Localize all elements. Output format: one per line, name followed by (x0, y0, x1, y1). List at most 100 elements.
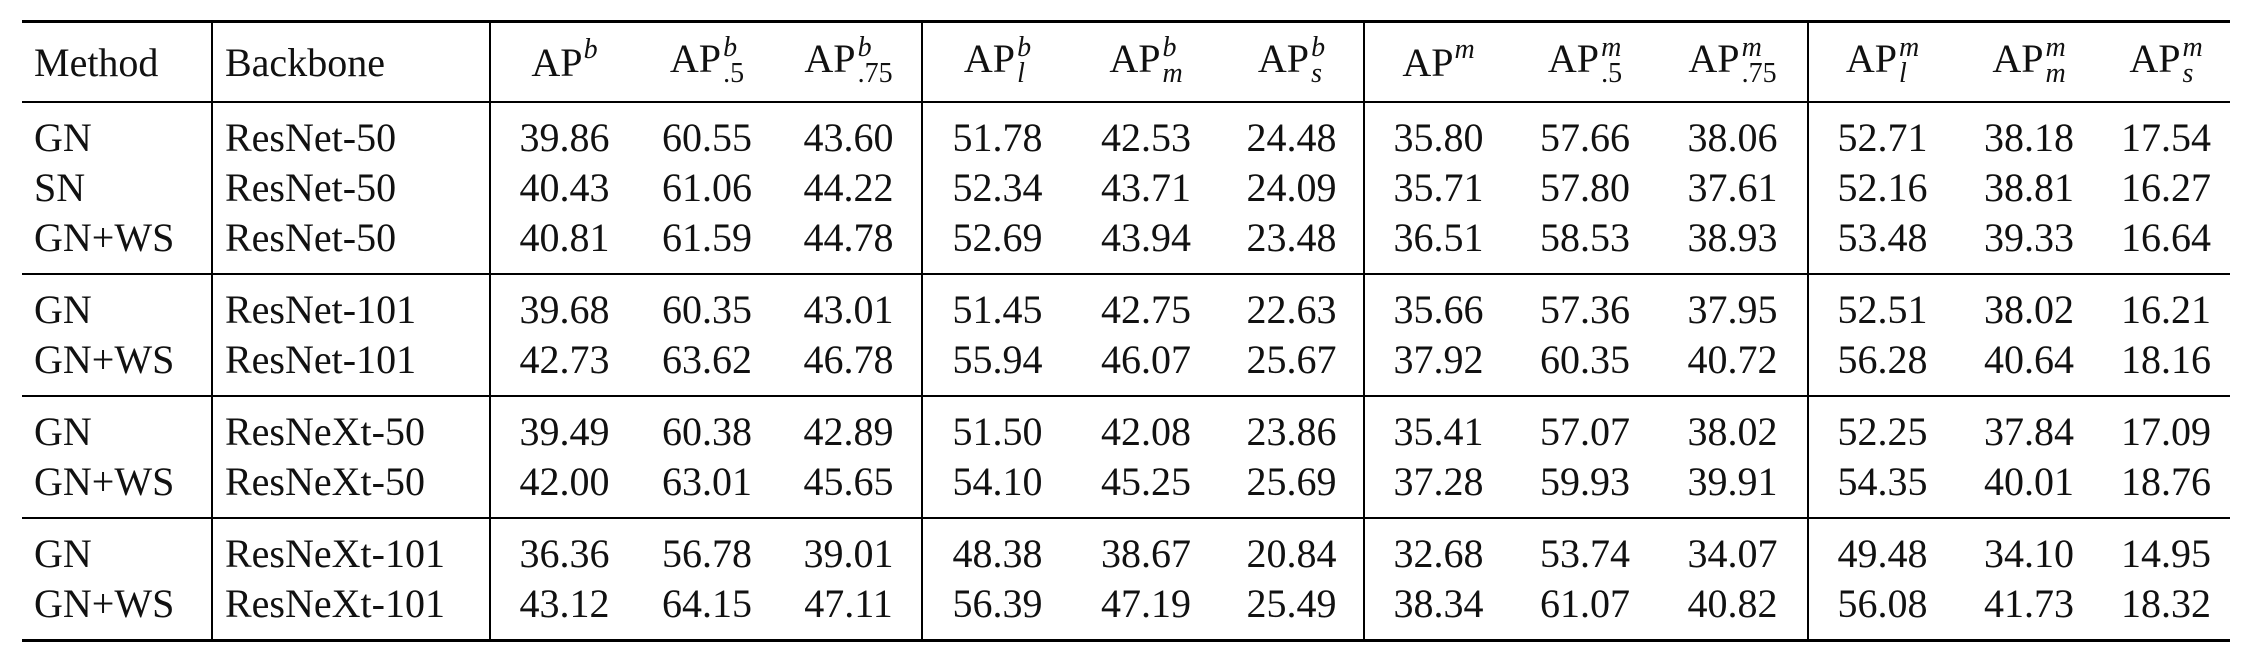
metric-cell-apb75: 44.22 (803, 165, 894, 210)
metric-cell-apmm: 40.64 (1984, 337, 2074, 382)
metric-cell-apmm: 40.01 (1984, 459, 2074, 504)
metric-cell-apm50: 57.36 (1540, 287, 1630, 332)
metric-cell-apb75: 42.89 (803, 409, 894, 454)
metric-cell-apmm: 38.18 (1984, 115, 2074, 160)
column-header-apb75: AP b .75 (776, 20, 922, 103)
metric-cell-apbm: 45.25 (1101, 459, 1191, 504)
ap-symbol: AP m l (1846, 33, 1919, 87)
metric-cell-apm75: 38.02 (1687, 409, 1778, 454)
method-cell: GN+WS (34, 459, 175, 504)
column-header-apm75: AP m .75 (1658, 20, 1808, 103)
metric-cell-apbl: 52.69 (921, 213, 1072, 263)
metric-cell-apbm: 42.75 (1101, 287, 1191, 332)
metric-cell-apml: 56.28 (1807, 335, 1956, 385)
ap-subscript: s (2182, 57, 2194, 89)
ap-symbol: AP m s (2129, 33, 2202, 87)
ap-symbol: AP b l (964, 31, 1032, 87)
metric-cell-apmm: 41.73 (1984, 581, 2074, 626)
backbone-cell: ResNeXt-50 (211, 407, 490, 457)
metric-cell-apbl: 52.34 (921, 163, 1072, 213)
metric-cell-apm: 35.41 (1363, 407, 1512, 457)
metric-cell-apm50: 61.07 (1540, 581, 1630, 626)
metric-cell-apm75: 34.07 (1687, 531, 1778, 576)
table-row: GN ResNeXt-101 36.36 56.78 39.01 48.38 38.67 20… (22, 529, 2230, 579)
backbone-cell: ResNet-50 (211, 213, 490, 263)
method-cell: GN (34, 409, 92, 454)
metric-cell-apb75: 43.60 (803, 115, 894, 160)
metric-cell-apb50: 60.55 (662, 115, 752, 160)
metric-cell-apm75: 39.91 (1687, 459, 1778, 504)
metric-cell-apm: 35.66 (1363, 285, 1512, 335)
backbone-cell: ResNeXt-101 (211, 529, 490, 579)
table-row: GN ResNeXt-50 39.49 60.38 42.89 51.50 42.08 23.… (22, 407, 2230, 457)
ap-superscript: b (1017, 31, 1032, 63)
table-row: GN+WS ResNet-101 42.73 63.62 46.78 55.94 46.07… (22, 335, 2230, 385)
ap-base: AP (1109, 36, 1161, 82)
ap-superscript: b (857, 31, 872, 63)
metric-cell-apm75: 38.93 (1687, 215, 1778, 260)
table-header-row: Method Backbone APb AP b .5 AP b .75 AP b l AP b m AP b s… (22, 20, 2230, 103)
metric-cell-apms: 14.95 (2121, 531, 2211, 576)
method-cell: GN+WS (34, 337, 175, 382)
ap-base: AP (804, 36, 856, 82)
metric-cell-apm75: 37.95 (1687, 287, 1778, 332)
ap-subscript: m (1162, 57, 1183, 89)
metric-cell-apb: 42.00 (489, 457, 638, 507)
group-padding (22, 385, 2230, 396)
metric-cell-apm: 38.34 (1363, 579, 1512, 629)
backbone-cell: ResNet-50 (211, 113, 490, 163)
column-header-method: Method (22, 20, 212, 103)
metric-cell-apm50: 59.93 (1540, 459, 1630, 504)
method-cell: SN (34, 165, 86, 210)
column-header-apmm: AP m m (1956, 20, 2102, 103)
metric-cell-apbm: 38.67 (1101, 531, 1191, 576)
backbone-cell: ResNeXt-101 (211, 579, 490, 629)
metric-cell-apms: 18.76 (2121, 459, 2211, 504)
metric-cell-apmm: 39.33 (1984, 215, 2074, 260)
metric-cell-apbl: 54.10 (921, 457, 1072, 507)
metric-cell-apms: 17.54 (2121, 115, 2211, 160)
metric-cell-apml: 52.51 (1807, 285, 1956, 335)
column-header-apb: APb (489, 20, 638, 103)
metric-cell-apm: 37.92 (1363, 335, 1512, 385)
row-group: GN ResNet-50 39.86 60.55 43.60 51.78 42.53 24.4… (22, 102, 2230, 274)
ap-subscript: .75 (857, 57, 893, 89)
metric-cell-apms: 18.16 (2121, 337, 2211, 382)
metric-cell-apms: 16.64 (2121, 215, 2211, 260)
group-padding (22, 396, 2230, 407)
metric-cell-apm: 32.68 (1363, 529, 1512, 579)
ap-subscript: .5 (1601, 57, 1623, 89)
metric-cell-apms: 18.32 (2121, 581, 2211, 626)
metric-cell-apm50: 58.53 (1540, 215, 1630, 260)
metric-cell-apbs: 23.48 (1246, 215, 1337, 260)
ap-subscript: s (1311, 57, 1322, 89)
metric-cell-apb: 40.43 (489, 163, 638, 213)
column-header-backbone: Backbone (211, 20, 490, 103)
metric-cell-apbm: 42.53 (1101, 115, 1191, 160)
metric-cell-apml: 49.48 (1807, 529, 1956, 579)
ap-base: AP (531, 39, 583, 85)
ap-symbol: APb (531, 34, 597, 85)
metric-cell-apm75: 40.82 (1687, 581, 1778, 626)
metric-cell-apbl: 51.45 (921, 285, 1072, 335)
ap-base: AP (1688, 36, 1740, 82)
ap-subscript: l (1017, 57, 1025, 89)
metric-cell-apb: 39.86 (489, 113, 638, 163)
metric-cell-apb50: 61.06 (662, 165, 752, 210)
results-table: Method Backbone APb AP b .5 AP b .75 AP b l AP b m AP b s… (22, 20, 2230, 642)
ap-superscript: m (1601, 31, 1622, 63)
column-header-label: Backbone (225, 39, 385, 85)
metric-cell-apbs: 25.69 (1246, 459, 1337, 504)
ap-symbol: APm (1402, 34, 1474, 85)
metric-cell-apb75: 39.01 (803, 531, 894, 576)
table-row: SN ResNet-50 40.43 61.06 44.22 52.34 43.71 24.0… (22, 163, 2230, 213)
metric-cell-apb: 36.36 (489, 529, 638, 579)
column-header-apb50: AP b .5 (638, 20, 776, 103)
metric-cell-apb50: 64.15 (662, 581, 752, 626)
ap-base: AP (1257, 36, 1310, 82)
metric-cell-apbl: 55.94 (921, 335, 1072, 385)
row-group: GN ResNet-101 39.68 60.35 43.01 51.45 42.75 22.… (22, 274, 2230, 396)
ap-subscript: l (1898, 57, 1907, 89)
ap-base: AP (669, 36, 722, 82)
ap-base: AP (2129, 36, 2181, 82)
